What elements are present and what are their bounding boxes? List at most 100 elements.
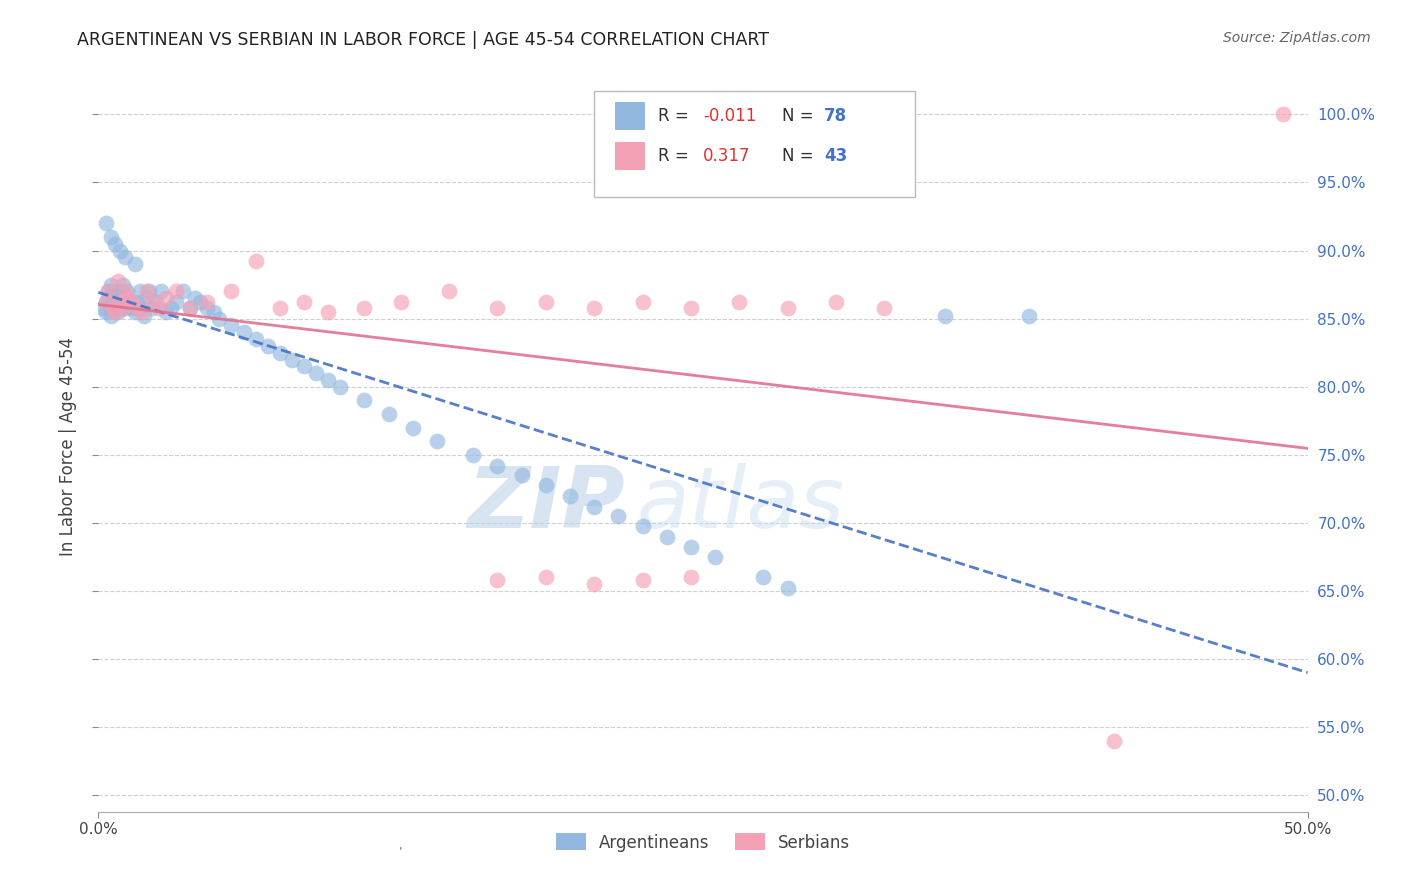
Point [104,305,127,319]
Point [402,420,425,434]
Point [437,285,460,299]
Point [281,352,304,367]
Point [534,295,557,310]
Point [534,478,557,492]
Point [94,295,117,310]
Point [104,301,127,315]
Point [97,285,120,299]
Point [631,518,654,533]
Point [195,301,218,315]
Point [94,216,117,230]
Point [111,277,134,292]
Point [141,295,163,310]
Point [353,301,375,315]
Point [389,295,412,310]
Point [114,291,136,305]
Point [155,305,177,319]
Point [1272,107,1295,121]
Point [127,295,149,310]
Point [124,305,146,319]
Point [121,295,143,310]
Point [1018,309,1040,323]
Text: N =: N = [782,147,813,165]
Point [100,301,122,315]
Point [426,434,449,449]
Text: atlas: atlas [637,463,845,546]
Point [679,301,702,315]
Point [221,318,243,333]
Point [825,295,848,310]
Text: 78: 78 [824,107,846,125]
Point [510,468,533,483]
Point [873,301,896,315]
Point [316,373,339,387]
Point [135,291,157,305]
Point [141,301,163,315]
Point [94,305,117,319]
Point [111,301,134,315]
FancyBboxPatch shape [595,91,915,197]
Point [607,509,630,524]
Point [558,489,581,503]
Point [204,305,226,319]
Point [631,573,654,587]
Point [776,301,799,315]
Point [121,301,143,315]
Point [108,301,131,315]
Text: R =: R = [658,107,689,125]
Point [165,295,187,310]
Point [104,236,127,251]
Point [179,301,201,315]
Point [117,285,139,299]
Point [583,577,606,591]
Point [150,285,173,299]
Point [127,301,149,315]
Point [100,230,122,244]
Point [97,291,120,305]
Point [377,407,399,421]
Text: N =: N = [782,107,813,125]
Point [114,285,136,299]
Point [101,295,124,310]
Text: ZIP: ZIP [467,463,624,546]
Point [101,285,124,299]
Point [97,285,120,299]
Y-axis label: In Labor Force | Age 45-54: In Labor Force | Age 45-54 [59,336,77,556]
Point [108,295,131,310]
Legend: Argentineans, Serbians: Argentineans, Serbians [550,827,856,858]
Point [179,301,201,315]
Point [631,295,654,310]
Text: R =: R = [658,147,689,165]
Point [160,301,183,315]
Point [131,305,153,319]
Point [101,301,124,315]
Point [353,393,375,408]
Text: Source: ZipAtlas.com: Source: ZipAtlas.com [1223,31,1371,45]
Text: 0.317: 0.317 [703,147,751,165]
Point [155,291,177,305]
Point [114,301,136,315]
Point [107,295,129,310]
Point [104,291,127,305]
Point [134,309,156,323]
Point [256,339,278,353]
Point [679,570,702,584]
Point [100,277,122,292]
Point [184,291,207,305]
Point [269,345,291,359]
Point [245,332,267,346]
Point [138,285,160,299]
Point [195,295,218,310]
Point [329,380,352,394]
Point [679,541,702,555]
Point [245,254,267,268]
Point [486,573,509,587]
Point [124,257,146,271]
Point [583,500,606,514]
Point [1102,734,1125,748]
Point [704,549,727,564]
Point [107,305,129,319]
Point [208,311,231,326]
Point [305,366,328,380]
Point [145,295,167,310]
